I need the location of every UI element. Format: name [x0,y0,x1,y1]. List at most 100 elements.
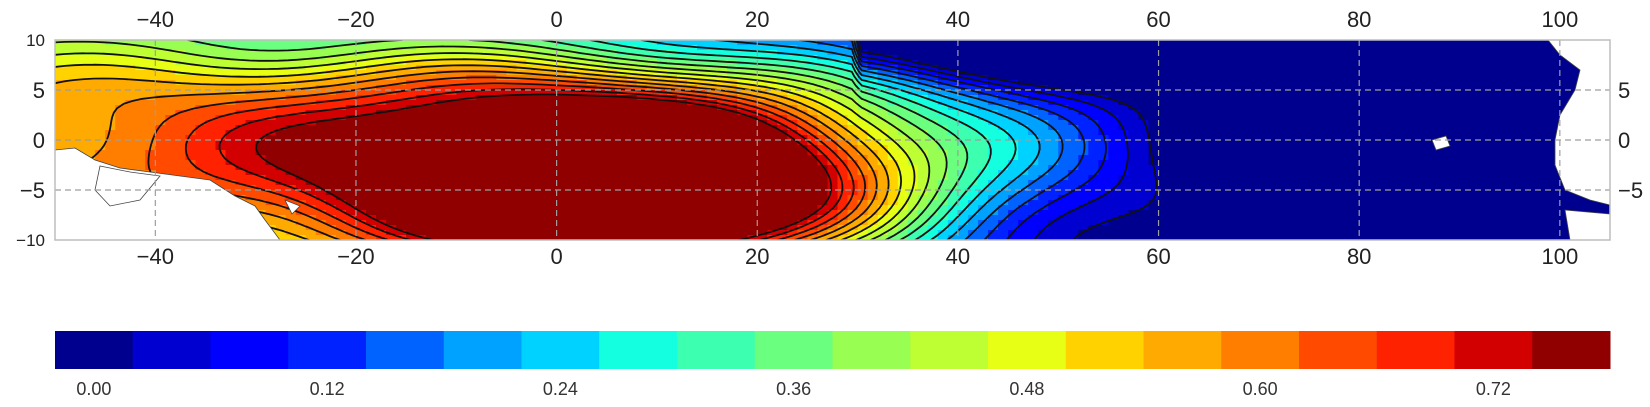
field-cell [416,120,427,126]
field-cell [1409,165,1420,171]
field-cell [366,45,377,51]
field-cell [747,105,758,111]
field-cell [1409,175,1420,181]
field-cell [325,60,337,66]
field-cell [717,105,728,111]
field-cell [75,65,86,71]
field-cell [1339,80,1350,86]
field-cell [1028,85,1039,91]
field-cell [1278,110,1290,116]
field-cell [1329,75,1340,81]
field-cell [255,200,267,206]
field-cell [1549,95,1561,101]
field-cell [1058,170,1069,176]
field-cell [65,120,76,126]
field-cell [135,165,146,171]
field-cell [1068,195,1079,201]
field-cell [1028,115,1039,121]
field-cell [877,175,889,181]
field-cell [747,95,758,101]
field-cell [526,135,538,141]
field-cell [1379,175,1390,181]
field-cell [195,65,207,71]
field-cell [797,145,809,151]
field-cell [516,80,528,86]
field-cell [1389,135,1400,141]
field-cell [1299,95,1310,101]
field-cell [1309,145,1320,151]
field-cell [1489,60,1501,66]
field-cell [586,90,598,96]
field-cell [456,70,467,76]
field-cell [335,120,347,126]
field-cell [135,70,146,76]
field-cell [1218,140,1230,146]
field-cell [857,70,869,76]
field-cell [366,80,377,86]
field-cell [175,45,187,51]
field-cell [677,150,688,156]
field-cell [1439,80,1451,86]
field-cell [1148,95,1160,101]
field-cell [586,95,598,101]
field-cell [1549,190,1561,196]
field-cell [777,190,788,196]
field-cell [1268,135,1280,141]
field-cell [1489,195,1501,201]
field-cell [215,115,227,121]
field-cell [1439,170,1451,176]
field-cell [1168,145,1180,151]
field-cell [717,170,728,176]
field-cell [827,195,839,201]
field-cell [927,45,939,51]
field-cell [1008,50,1019,56]
field-cell [907,115,919,121]
field-cell [1339,60,1350,66]
field-cell [135,85,146,91]
field-cell [536,155,548,161]
field-cell [937,165,949,171]
field-cell [687,170,698,176]
field-cell [1208,55,1220,61]
field-cell [1238,165,1250,171]
field-cell [1178,55,1190,61]
field-cell [1068,185,1079,191]
field-cell [1118,110,1130,116]
field-cell [466,60,477,66]
field-cell [707,165,718,171]
field-cell [355,115,367,121]
field-cell [1248,190,1260,196]
field-cell [1128,90,1140,96]
field-cell [1499,170,1511,176]
field-cell [436,130,447,136]
field-cell [1238,45,1250,51]
field-cell [376,200,387,206]
field-cell [1299,85,1310,91]
field-cell [1549,80,1561,86]
field-cell [185,125,197,131]
field-cell [967,105,979,111]
field-cell [1058,145,1069,151]
field-cell [145,115,156,121]
field-cell [1339,160,1350,166]
field-cell [1028,150,1039,156]
field-cell [1459,60,1471,66]
field-cell [817,65,829,71]
field-cell [1268,115,1280,121]
field-cell [426,160,437,166]
field-cell [125,150,136,156]
field-cell [1339,155,1350,161]
field-cell [446,165,457,171]
field-cell [1188,190,1200,196]
field-cell [426,80,437,86]
field-cell [225,85,237,91]
field-cell [697,120,708,126]
field-cell [847,115,859,121]
field-cell [717,135,728,141]
field-cell [1258,95,1270,101]
field-cell [1178,120,1190,126]
field-cell [456,150,467,156]
field-cell [677,60,688,66]
field-cell [1258,155,1270,161]
field-cell [275,70,287,76]
